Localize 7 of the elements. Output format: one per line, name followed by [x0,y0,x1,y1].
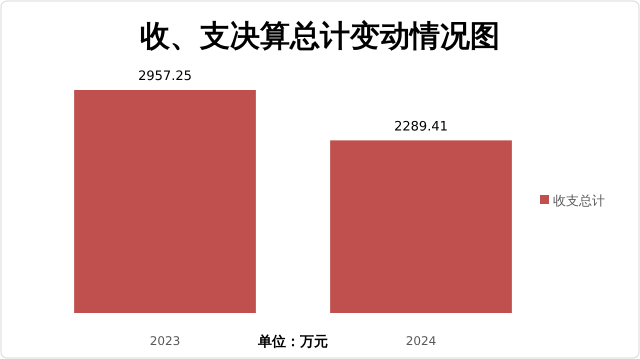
data-label: 2957.25 [138,69,192,84]
x-tick-label: 2023 [150,334,180,348]
data-label: 2289.41 [394,119,448,134]
x-axis-title: 单位：万元 [257,334,328,350]
x-tick-label: 2024 [406,334,436,348]
chart-title: 收、支决算总计变动情况图 [140,19,500,54]
legend-label: 收支总计 [553,194,605,209]
